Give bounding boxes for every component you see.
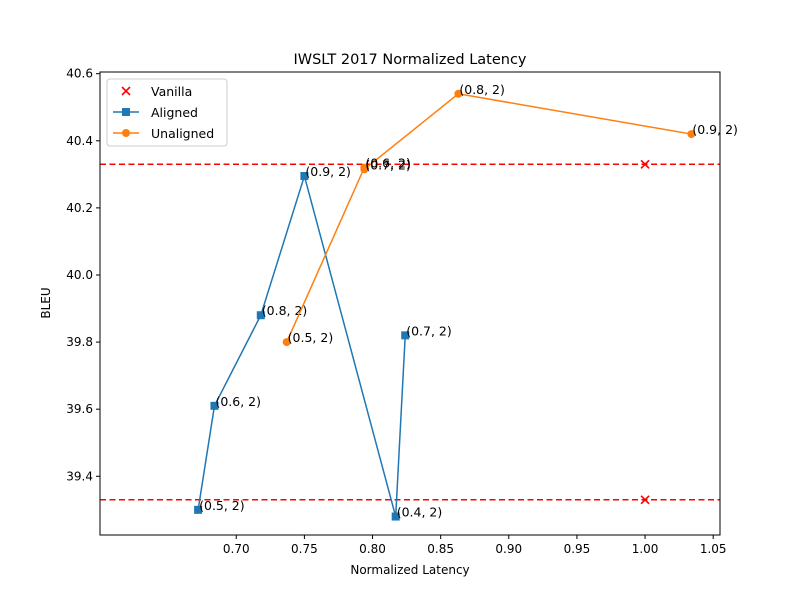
legend-aligned-label: Aligned [151,105,198,120]
y-tick-label-7: 40.6 [66,67,93,81]
x-tick-label-6: 0.95 [564,542,591,556]
x-tick-label-1: 0.70 [223,542,250,556]
aligned-point-label-2: (0.6, 2) [215,394,261,409]
y-tick-label-2: 39.6 [66,402,93,416]
aligned-point-6 [401,331,410,340]
y-tick-label-4: 40.0 [66,268,93,282]
x-tick-label-7: 1.00 [632,542,659,556]
x-tick-label-2: 0.75 [291,542,318,556]
unaligned-point-label-5: (0.9, 2) [692,122,738,137]
unaligned-point-label-1: (0.5, 2) [288,330,334,345]
legend-vanilla-label: Vanilla [151,84,192,99]
aligned-point-3 [256,311,265,320]
vanilla-point-1-stroke-b [640,159,650,169]
unaligned-point-1 [282,338,291,347]
x-tick-label-3: 0.80 [359,542,386,556]
vanilla-point-1 [640,159,650,169]
legend-vanilla-marker [121,86,131,96]
x-axis: 0.70 0.75 0.80 0.85 0.90 0.95 1.00 1.05 [223,535,727,556]
aligned-series-line [197,173,406,517]
legend-aligned-marker [122,108,130,116]
y-tick-label-5: 40.2 [66,201,93,215]
axes-frame [99,71,721,536]
unaligned-point-label-3: (0.7, 2) [365,157,411,172]
aligned-point-label-5: (0.4, 2) [397,505,443,520]
vanilla-point-2-stroke-b [640,495,650,505]
aligned-point-1 [194,505,203,514]
unaligned-point-5 [687,130,696,139]
legend-box [106,78,228,147]
unaligned-point-3 [360,165,369,174]
x-tick-label-8: 1.05 [700,542,727,556]
unaligned-point-label-2: (0.6, 2) [365,156,411,171]
legend-unaligned-label: Unaligned [151,126,214,141]
x-axis-label: Normalized Latency [350,563,469,577]
aligned-point-label-3: (0.8, 2) [262,303,308,318]
y-tick-label-1: 39.4 [66,469,93,483]
aligned-point-label-4: (0.9, 2) [305,164,351,179]
aligned-point-label-6: (0.7, 2) [406,323,452,338]
vanilla-point-2 [640,495,650,505]
plot-area: (0.5, 2) (0.6, 2) (0.8, 2) (0.9, 2) (0.4, 2)… [99,71,738,536]
y-axis-label: BLEU [39,287,53,318]
unaligned-point-4 [454,89,463,98]
y-tick-label-6: 40.4 [66,134,93,148]
chart-title: IWSLT 2017 Normalized Latency [293,52,526,68]
unaligned-point-label-4: (0.8, 2) [459,82,505,97]
x-tick-label-4: 0.85 [427,542,454,556]
legend-unaligned-marker [122,129,130,137]
x-tick-label-5: 0.90 [495,542,522,556]
aligned-point-4 [300,172,309,181]
aligned-point-2 [210,401,219,410]
y-tick-label-3: 39.8 [66,335,93,349]
aligned-point-label-1: (0.5, 2) [199,498,245,513]
y-axis: 39.4 39.6 39.8 40.0 40.2 40.4 40.6 [66,67,100,483]
aligned-point-5 [391,512,400,521]
legend: Vanilla Aligned Unaligned [106,78,228,147]
legend-vanilla-marker-stroke-b [121,86,131,96]
